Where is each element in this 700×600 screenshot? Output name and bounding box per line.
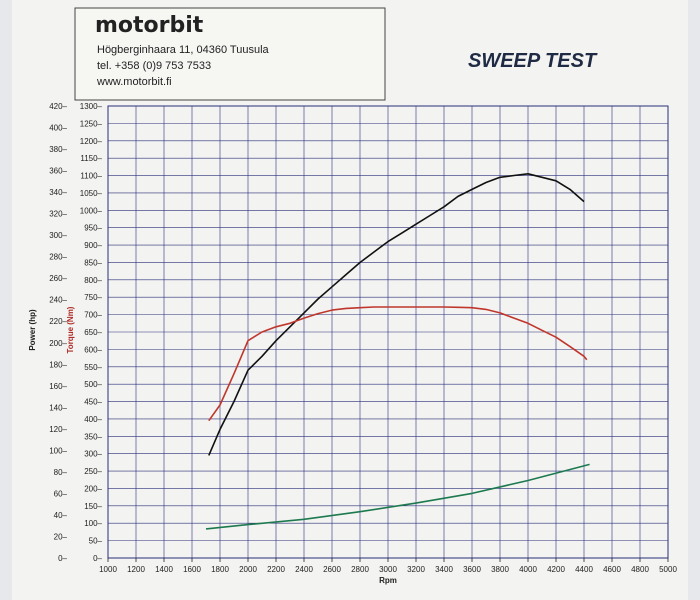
x-axis-ticks: 1000 1200 1400 1600 1800 2000 2200 2400 2600 2800… bbox=[99, 558, 677, 574]
x-tick-label: 4200 bbox=[547, 565, 565, 574]
torque-tick-label: 950– bbox=[84, 224, 102, 233]
torque-tick-label: 50– bbox=[89, 537, 103, 546]
power-axis-ticks: 0– 20– 40– 60– 80– 100– 120– 140– 160– 180– 200– 22… bbox=[49, 102, 67, 563]
torque-tick-label: 900– bbox=[84, 241, 102, 250]
x-tick-label: 5000 bbox=[659, 565, 677, 574]
x-tick-label: 4400 bbox=[575, 565, 593, 574]
torque-tick-label: 0– bbox=[93, 554, 102, 563]
address-text: Högberginhaara 11, 04360 Tuusula bbox=[97, 44, 270, 56]
power-tick-label: 260– bbox=[49, 274, 67, 283]
power-tick-label: 160– bbox=[49, 382, 67, 391]
power-tick-label: 0– bbox=[58, 554, 67, 563]
torque-tick-label: 1150– bbox=[80, 154, 102, 163]
torque-tick-label: 850– bbox=[84, 258, 102, 267]
chart-series bbox=[205, 173, 590, 530]
x-tick-label: 3800 bbox=[491, 565, 509, 574]
torque-axis-label: Torque (Nm) bbox=[66, 306, 75, 353]
torque-tick-label: 1100– bbox=[80, 172, 102, 181]
torque-tick-label: 300– bbox=[84, 450, 102, 459]
power-tick-label: 280– bbox=[49, 253, 67, 262]
x-tick-label: 1800 bbox=[211, 565, 229, 574]
power-axis-label: Power (hp) bbox=[28, 309, 37, 351]
power-tick-label: 240– bbox=[49, 296, 67, 305]
x-tick-label: 1600 bbox=[183, 565, 201, 574]
x-axis-label: Rpm bbox=[379, 576, 397, 585]
x-tick-label: 3600 bbox=[463, 565, 481, 574]
x-tick-label: 4000 bbox=[519, 565, 537, 574]
torque-tick-label: 1000– bbox=[80, 206, 103, 215]
x-tick-label: 1000 bbox=[99, 565, 117, 574]
torque-curve-red bbox=[208, 306, 588, 422]
power-tick-label: 380– bbox=[49, 145, 67, 154]
x-tick-label: 4600 bbox=[603, 565, 621, 574]
torque-tick-label: 1200– bbox=[80, 137, 103, 146]
torque-tick-label: 1050– bbox=[80, 189, 103, 198]
phone-text: tel. +358 (0)9 753 7533 bbox=[97, 60, 211, 72]
power-tick-label: 300– bbox=[49, 231, 67, 240]
power-tick-label: 120– bbox=[49, 425, 67, 434]
x-tick-label: 2200 bbox=[267, 565, 285, 574]
x-tick-label: 2600 bbox=[323, 565, 341, 574]
power-tick-label: 180– bbox=[49, 360, 67, 369]
power-tick-label: 20– bbox=[54, 532, 68, 541]
x-tick-label: 1200 bbox=[127, 565, 145, 574]
torque-tick-label: 1300– bbox=[80, 102, 103, 111]
torque-tick-label: 800– bbox=[84, 276, 102, 285]
power-tick-label: 140– bbox=[49, 403, 67, 412]
torque-tick-label: 350– bbox=[84, 432, 102, 441]
torque-tick-label: 100– bbox=[84, 519, 102, 528]
torque-tick-label: 450– bbox=[84, 398, 102, 407]
power-tick-label: 40– bbox=[54, 511, 68, 520]
x-tick-label: 2000 bbox=[239, 565, 257, 574]
torque-tick-label: 600– bbox=[84, 345, 102, 354]
chart-grid bbox=[107, 105, 669, 559]
website-text: www.motorbit.fi bbox=[96, 76, 172, 88]
torque-tick-label: 700– bbox=[84, 311, 102, 320]
torque-tick-label: 500– bbox=[84, 380, 102, 389]
power-tick-label: 220– bbox=[49, 317, 67, 326]
x-tick-label: 1400 bbox=[155, 565, 173, 574]
power-tick-label: 360– bbox=[49, 167, 67, 176]
torque-tick-label: 650– bbox=[84, 328, 102, 337]
power-tick-label: 340– bbox=[49, 188, 67, 197]
x-tick-label: 4800 bbox=[631, 565, 649, 574]
torque-tick-label: 250– bbox=[84, 467, 102, 476]
power-tick-label: 100– bbox=[49, 446, 67, 455]
power-tick-label: 80– bbox=[54, 468, 68, 477]
power-tick-label: 400– bbox=[49, 124, 67, 133]
power-tick-label: 320– bbox=[49, 210, 67, 219]
torque-tick-label: 550– bbox=[84, 363, 102, 372]
power-curve-green bbox=[205, 463, 590, 530]
header-box: motorbit Högberginhaara 11, 04360 Tuusul… bbox=[74, 7, 386, 101]
power-tick-label: 420– bbox=[49, 102, 67, 111]
torque-curve-black bbox=[208, 173, 585, 456]
chart-title: SWEEP TEST bbox=[468, 50, 598, 72]
torque-tick-label: 200– bbox=[84, 484, 102, 493]
x-tick-label: 2400 bbox=[295, 565, 313, 574]
torque-tick-label: 150– bbox=[84, 502, 102, 511]
power-tick-label: 200– bbox=[49, 339, 67, 348]
torque-tick-label: 400– bbox=[84, 415, 102, 424]
torque-tick-label: 750– bbox=[84, 293, 102, 302]
power-tick-label: 60– bbox=[54, 489, 68, 498]
x-tick-label: 3000 bbox=[379, 565, 397, 574]
torque-tick-label: 1250– bbox=[80, 119, 103, 128]
torque-axis-ticks: 0– 50– 100– 150– 200– 250– 300– 350– 400– 450– 500… bbox=[80, 102, 103, 563]
x-tick-label: 3400 bbox=[435, 565, 453, 574]
brand-logo: motorbit bbox=[95, 13, 204, 38]
x-tick-label: 3200 bbox=[407, 565, 425, 574]
x-tick-label: 2800 bbox=[351, 565, 369, 574]
